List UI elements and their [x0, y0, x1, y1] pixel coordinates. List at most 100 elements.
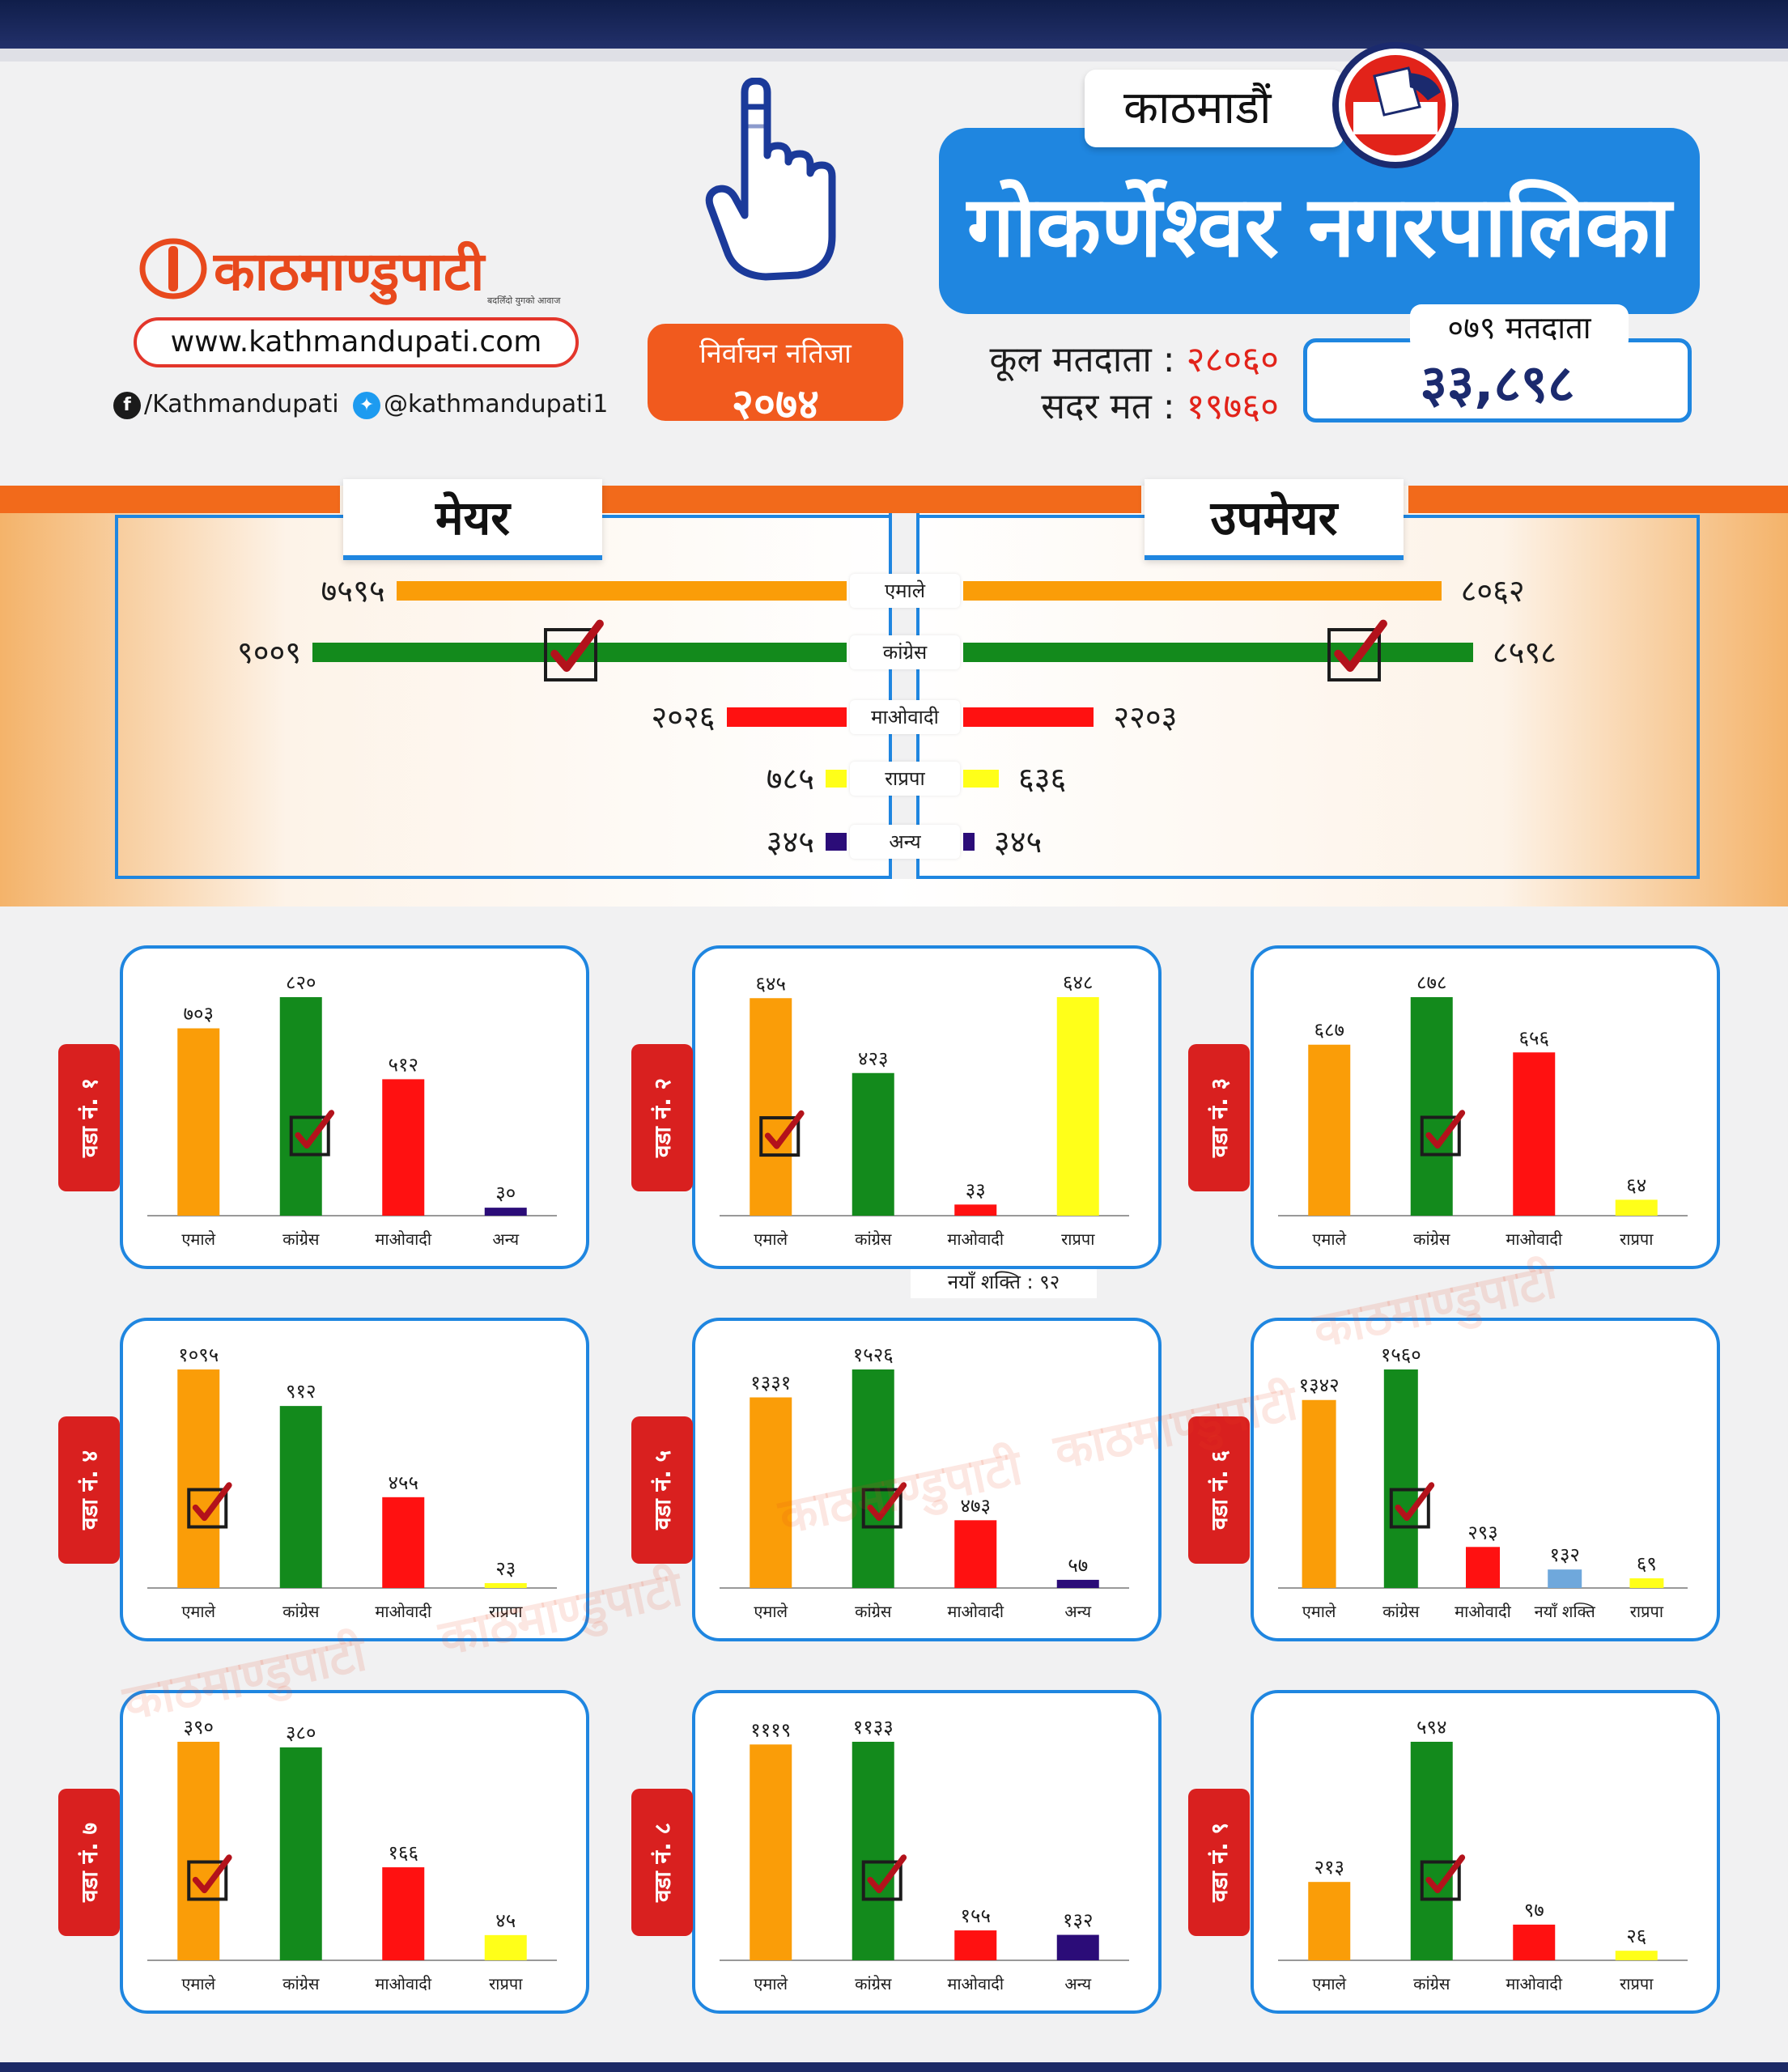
total-voters-label: कूल मतदाता :	[989, 339, 1175, 380]
orange-rule-right	[1408, 486, 1788, 513]
election-result-label: निर्वाचन नतिजा	[699, 338, 852, 370]
category-label: माओवादी	[947, 1229, 1004, 1249]
ward-card: १३३१ एमाले १५२६ कांग्रेस ४७३ माओवादी ५७ अन्य	[692, 1318, 1162, 1641]
website-url[interactable]: www.kathmandupati.com	[134, 317, 579, 367]
ward-bar	[1513, 1924, 1556, 1960]
valid-votes-label: सदर मत :	[1041, 386, 1175, 427]
category-label: एमाले	[181, 1974, 215, 1993]
ward-number-label: वडा नं. १	[76, 1077, 103, 1158]
winner-check-icon	[1420, 1854, 1466, 1901]
mayor-bar	[826, 833, 847, 851]
ward-bar	[954, 1930, 997, 1960]
bar-value-label: ६८७	[1314, 1019, 1344, 1042]
ward-bar	[1056, 997, 1099, 1216]
mayor-tab: मेयर	[343, 479, 602, 560]
mayor-winner-check-icon	[544, 619, 604, 681]
bar-value-label: ७०३	[184, 1003, 214, 1025]
mayor-title: मेयर	[435, 490, 511, 546]
ward-number-tag: वडा नं. १	[58, 1044, 120, 1191]
facebook-handle[interactable]: f/Kathmandupati	[113, 388, 339, 421]
ward-number-tag: वडा नं. ९	[1188, 1789, 1250, 1936]
bar-value-label: ३३	[966, 1178, 986, 1201]
deputy-mayor-value-label: ३४५	[994, 824, 1043, 860]
election-result-badge: निर्वाचन नतिजा २०७४	[648, 324, 903, 429]
ward-bar-chart: ६८७ एमाले ८७८ कांग्रेस ६५६ माओवादी ६४ राप्रपा	[1278, 971, 1688, 1249]
category-label: राप्रपा	[489, 1974, 523, 1993]
winner-check-icon	[1389, 1482, 1435, 1529]
ward-bar	[1629, 1578, 1664, 1588]
bar-value-label: ४५५	[389, 1471, 418, 1494]
bar-value-label: १०९५	[178, 1344, 219, 1366]
category-label: कांग्रेस	[282, 1974, 320, 1993]
ward-card: १३४२ एमाले १५६० कांग्रेस २९३ माओवादी १३२ नयाँ श…	[1251, 1318, 1720, 1641]
category-label: माओवादी	[375, 1974, 432, 1993]
mayor-value-label: ९००९	[236, 635, 301, 670]
category-label: एमाले	[754, 1974, 788, 1993]
ward-card: २१३ एमाले ५९४ कांग्रेस ९७ माओवादी २६ राप्रपा	[1251, 1690, 1720, 2014]
mayor-winner-check-icon	[544, 619, 604, 681]
ward-bar	[1548, 1569, 1582, 1588]
category-label: कांग्रेस	[1382, 1602, 1420, 1621]
orange-rule-center	[602, 486, 1141, 513]
ward-card: ६८७ एमाले ८७८ कांग्रेस ६५६ माओवादी ६४ राप्रपा	[1251, 945, 1720, 1269]
winner-check-icon	[289, 1110, 335, 1157]
ward-number-tag: वडा नं. ८	[631, 1789, 693, 1936]
bar-value-label: ६४८	[1063, 971, 1093, 994]
bar-value-label: ५९४	[1416, 1716, 1446, 1739]
logo-tagline: बदलिँदो युगको आवाज	[487, 295, 561, 306]
ward-bar	[954, 1520, 997, 1588]
ward-bar	[1513, 1052, 1556, 1216]
ward-bar	[484, 1583, 527, 1588]
ward-bar	[382, 1079, 425, 1216]
valid-votes-value: १९७६०	[1186, 386, 1279, 427]
ward-bar	[852, 1072, 894, 1216]
category-label: एमाले	[1302, 1602, 1336, 1621]
ward-bar	[852, 1742, 894, 1960]
category-label: एमाले	[1312, 1229, 1346, 1249]
winner-check-icon	[187, 1854, 232, 1901]
party-label: माओवादी	[850, 700, 960, 734]
twitter-handle[interactable]: ✦ @kathmandupati1	[353, 388, 608, 421]
deputy-mayor-value-label: ८५९८	[1492, 635, 1557, 670]
ward-bar	[852, 1369, 894, 1588]
ward-bar	[750, 998, 792, 1216]
municipality-title: गोकर्णेश्वर नगरपालिका	[939, 128, 1700, 314]
category-label: अन्य	[492, 1229, 519, 1249]
category-label: कांग्रेस	[855, 1974, 892, 1993]
deputy-winner-check-icon	[1327, 619, 1387, 681]
bar-value-label: १५५	[961, 1904, 991, 1927]
ward-bar	[750, 1744, 792, 1960]
bar-value-label: १३२	[1063, 1909, 1093, 1932]
ward-bar-chart: १०९५ एमाले ९१२ कांग्रेस ४५५ माओवादी २३ राप्रपा	[147, 1344, 557, 1621]
ward-bar	[177, 1369, 220, 1588]
category-label: माओवादी	[947, 1602, 1004, 1621]
bar-value-label: १६६	[389, 1841, 418, 1864]
ward-card: ६४५ एमाले ४२३ कांग्रेस ३३ माओवादी ६४८ राप्रपा	[692, 945, 1162, 1269]
ward-bar	[750, 1397, 792, 1588]
bar-value-label: ८७८	[1416, 971, 1446, 994]
category-label: राप्रपा	[1630, 1602, 1664, 1621]
bar-value-label: १११९	[750, 1718, 791, 1741]
ward-bar	[279, 1747, 322, 1960]
bar-value-label: ५७	[1068, 1554, 1088, 1577]
ward-number-tag: वडा नं. ७	[58, 1789, 120, 1936]
winner-check-icon	[759, 1110, 805, 1157]
category-label: नयाँ शक्ति	[1535, 1602, 1596, 1621]
bar-value-label: २१३	[1314, 1856, 1344, 1879]
city-label: काठमाडौं	[1085, 70, 1344, 147]
ward-bar	[1056, 1934, 1099, 1960]
deputy-mayor-title: उपमेयर	[1210, 490, 1338, 546]
mayor-bar	[396, 581, 847, 601]
ward-bar-chart: ३९० एमाले ३८० कांग्रेस १६६ माओवादी ४५ राप्रपा	[147, 1716, 557, 1993]
ward-bar	[1410, 997, 1453, 1216]
inked-finger-icon	[705, 78, 836, 281]
party-label: कांग्रेस	[850, 635, 960, 669]
category-label: कांग्रेस	[282, 1229, 320, 1249]
orange-rule-left	[0, 486, 340, 513]
ward-bar	[1056, 1579, 1099, 1588]
bar-value-label: ४२३	[858, 1047, 888, 1070]
category-label: कांग्रेस	[1413, 1229, 1450, 1249]
twitter-icon: ✦	[353, 391, 380, 419]
category-label: कांग्रेस	[855, 1602, 892, 1621]
party-label: अन्य	[850, 825, 960, 859]
